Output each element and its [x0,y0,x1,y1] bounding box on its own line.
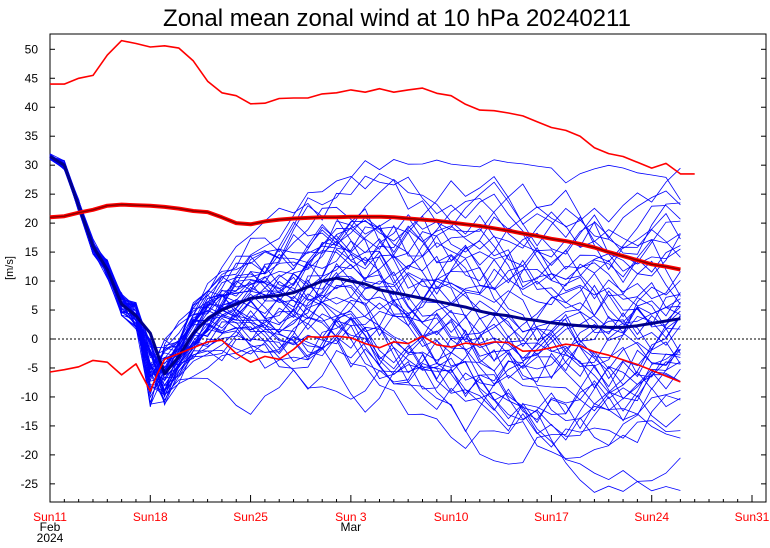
ensemble-member-line [49,159,681,400]
ensemble-member-line [49,158,681,407]
x-tick-label: Sun18 [133,510,168,524]
y-tick-label: -20 [21,448,39,462]
ensemble-member-line [49,157,681,450]
y-tick-label: 10 [25,274,39,288]
ensemble-member-line [49,158,681,405]
ensemble-member-line [49,154,681,407]
climatology-min-line [49,335,681,392]
ensemble-member-line [49,156,681,439]
ensemble-member-line [49,153,681,412]
ensemble-member-line [49,155,681,412]
y-tick-label: -5 [27,361,38,375]
ensemble-member-line [49,155,681,448]
y-axis-label: [m/s] [4,256,16,280]
x-tick-label: Sun24 [634,510,669,524]
ensemble-member-line [49,156,681,399]
ensemble-member-line [49,158,681,397]
y-tick-label: 5 [31,303,38,317]
chart-title: Zonal mean zonal wind at 10 hPa 20240211 [163,5,631,32]
x-month-label: Feb [40,520,61,534]
y-tick-label: 15 [25,245,39,259]
y-tick-label: 50 [25,42,39,56]
x-tick-label: Sun 3 [335,510,367,524]
ensemble-member-line [49,153,681,371]
y-tick-label: 30 [25,158,39,172]
y-tick-label: -25 [21,477,39,491]
ensemble-member-line [49,157,681,405]
x-tick-label: Sun25 [233,510,268,524]
ensemble-member-line [49,155,681,432]
x-tick-label: Sun10 [434,510,469,524]
named-series [49,39,695,392]
y-tick-label: 25 [25,187,39,201]
x-tick-label: Sun17 [534,510,569,524]
x-tick-label: Sun31 [735,510,770,524]
y-tick-label: -10 [21,390,39,404]
ensemble-mean-line [49,155,681,376]
y-tick-label: 0 [31,332,38,346]
ensemble-member-line [49,157,681,420]
ensemble-member-line [49,157,681,380]
y-tick-label: 40 [25,100,39,114]
x-month-label: Mar [341,520,362,534]
ensemble-member-line [49,157,681,369]
ensemble-member-line [49,157,681,376]
ensemble-members [49,153,681,493]
y-tick-label: 20 [25,216,39,230]
y-tick-label: 35 [25,129,39,143]
climatology-mean-line [49,203,681,271]
y-axis: -25 -20 -15 -10 -5 0 5 10 15 20 25 30 35 40 45 50 [21,42,766,491]
ensemble-member-line [49,155,681,430]
y-tick-label: 45 [25,71,39,85]
ensemble-member-line [49,154,681,459]
y-tick-label: -15 [21,419,39,433]
climatology-max-line [50,39,695,175]
x-tick-label: Sun11 [33,510,67,524]
ensemble-member-line [49,157,681,369]
x-year-label: 2024 [37,531,64,545]
ensemble-member-line [49,158,681,437]
